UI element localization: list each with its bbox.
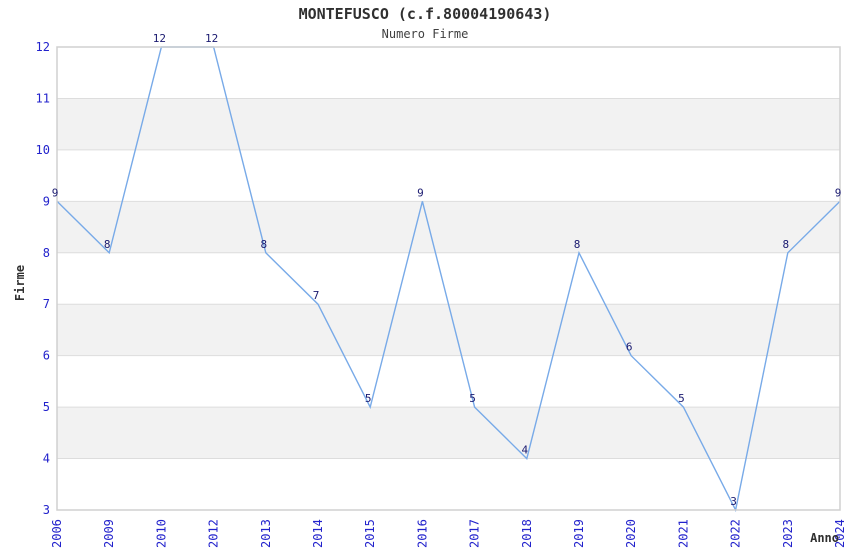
x-tick-label: 2021 [676,519,690,548]
y-tick-label: 12 [36,40,50,54]
point-label: 8 [782,238,789,251]
y-axis-label: Firme [13,265,27,301]
x-axis-label: Anno [810,531,839,545]
grid-band [57,407,840,459]
point-label: 9 [52,186,59,199]
grid-band [57,304,840,356]
y-tick-label: 9 [43,194,50,208]
point-label: 5 [365,392,372,405]
x-tick-label: 2006 [50,519,64,548]
point-label: 6 [626,341,633,354]
y-tick-label: 6 [43,349,50,363]
y-tick-label: 3 [43,503,50,517]
point-label: 9 [417,186,424,199]
grid-band [57,201,840,253]
x-tick-label: 2013 [259,519,273,548]
x-tick-label: 2023 [781,519,795,548]
chart-title: MONTEFUSCO (c.f.80004190643) [299,5,552,23]
x-tick-label: 2020 [624,519,638,548]
x-tick-label: 2019 [572,519,586,548]
y-tick-label: 7 [43,297,50,311]
x-tick-label: 2024 [833,519,847,548]
point-label: 12 [205,32,218,45]
point-label: 4 [521,444,528,457]
point-label: 7 [313,289,320,302]
x-tick-label: 2018 [520,519,534,548]
y-tick-label: 4 [43,452,50,466]
x-tick-label: 2017 [468,519,482,548]
point-label: 9 [835,186,842,199]
point-label: 3 [730,495,737,508]
point-label: 8 [260,238,267,251]
x-tick-label: 2010 [154,519,168,548]
point-label: 5 [678,392,685,405]
point-label: 8 [104,238,111,251]
x-tick-label: 2022 [729,519,743,548]
point-label: 12 [153,32,166,45]
chart-graphics: 3 4 5 6 7 8 9 10 11 12 2006 2009 2010 2012 2013 2014 201… [36,32,847,548]
chart-subtitle: Numero Firme [382,27,469,41]
x-tick-label: 2014 [311,519,325,548]
x-tick-label: 2012 [207,519,221,548]
y-tick-label: 5 [43,400,50,414]
y-tick-label: 8 [43,246,50,260]
x-tick-label: 2015 [363,519,377,548]
x-tick-label: 2009 [102,519,116,548]
y-tick-label: 10 [36,143,50,157]
point-label: 5 [469,392,476,405]
y-tick-label: 11 [36,91,50,105]
grid-band [57,98,840,150]
x-tick-label: 2016 [415,519,429,548]
plot-border [56,46,841,511]
point-label: 8 [574,238,581,251]
